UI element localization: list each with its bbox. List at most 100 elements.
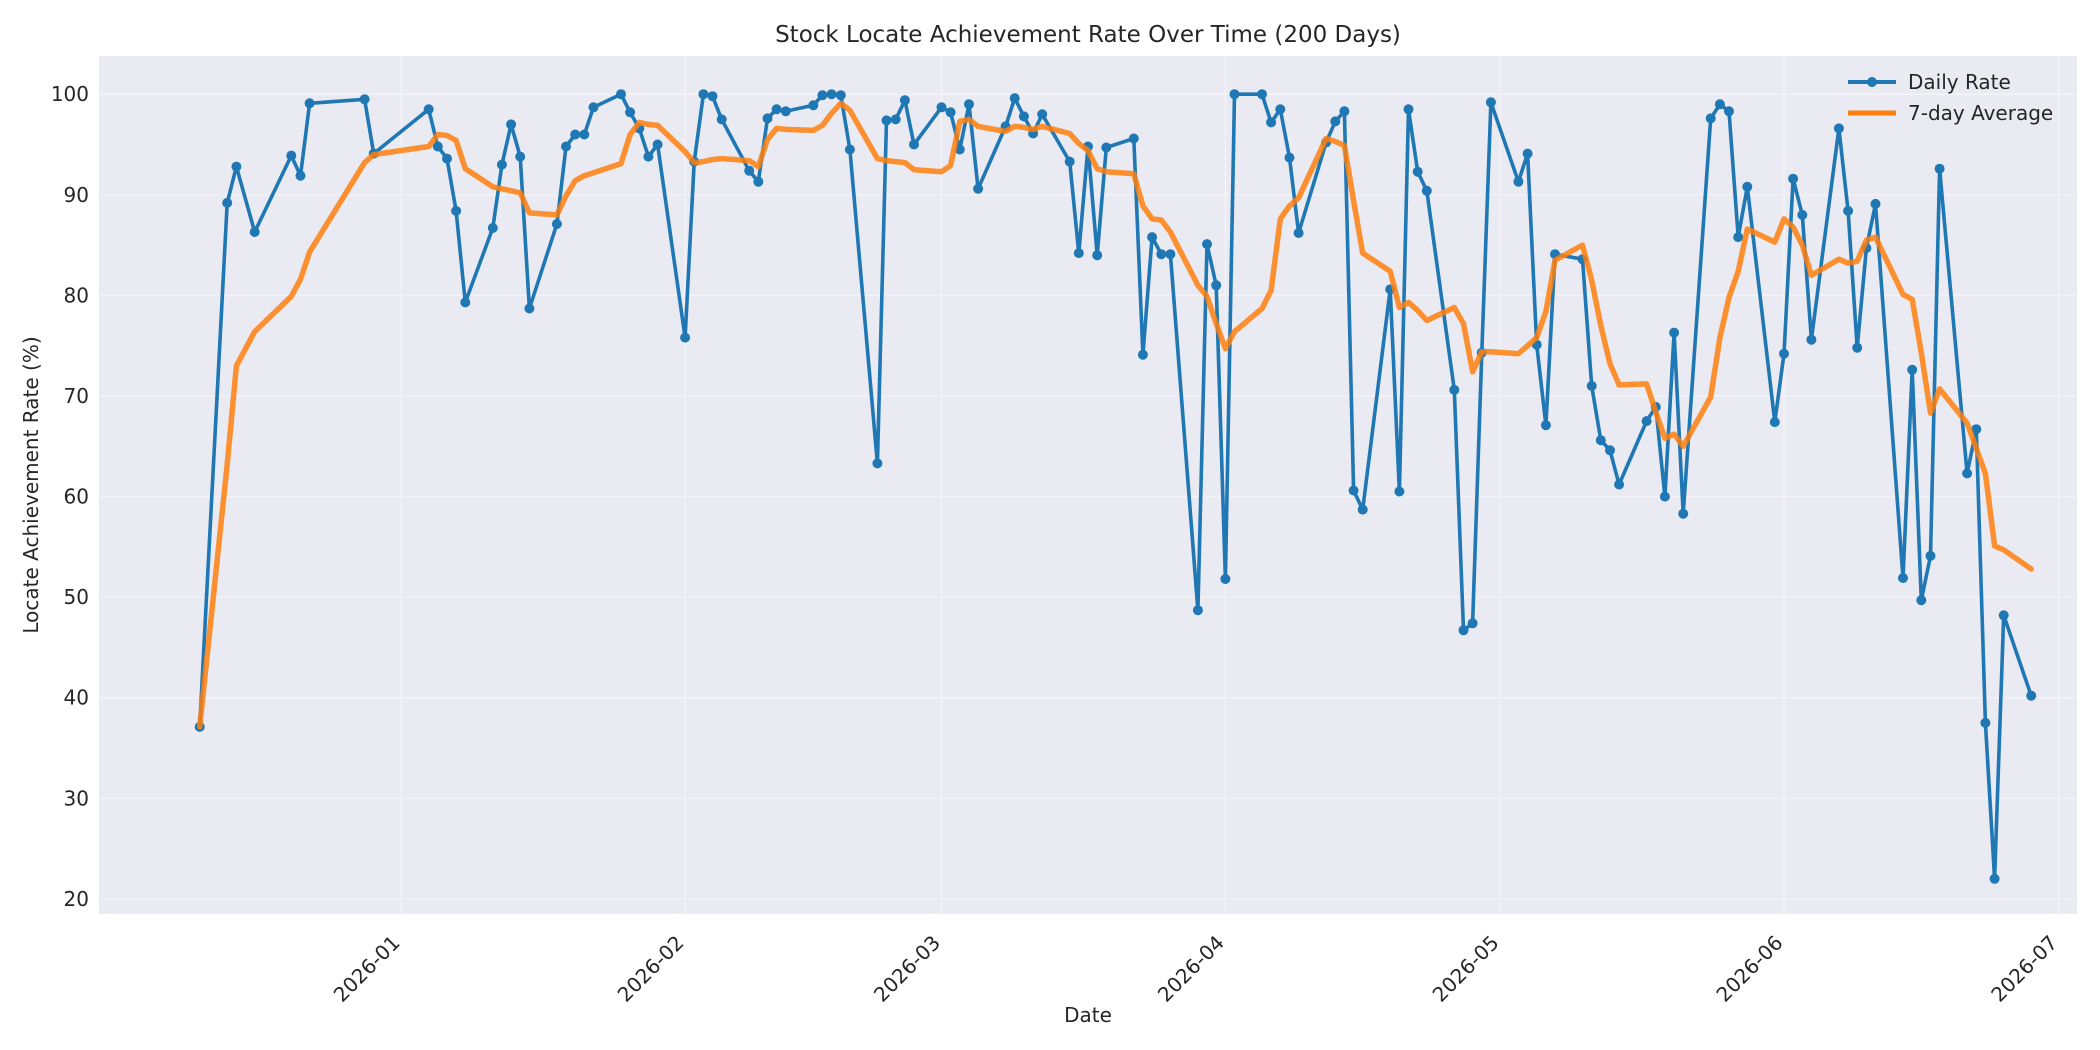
daily-rate-point [1064, 156, 1075, 167]
daily-rate-point [1403, 104, 1414, 115]
y-tick-label: 70 [64, 384, 89, 408]
daily-rate-point [1412, 166, 1423, 177]
daily-rate-point [1934, 163, 1945, 174]
daily-rate-point [1742, 181, 1753, 192]
daily-rate-point [588, 102, 599, 113]
daily-rate-point [1202, 239, 1212, 250]
daily-rate-point [936, 102, 947, 113]
plot-area [99, 56, 2077, 914]
daily-rate-point [1843, 205, 1854, 216]
daily-rate-point [1018, 111, 1029, 122]
daily-rate-point [1266, 117, 1277, 128]
daily-rate-point [899, 95, 910, 106]
daily-rate-point [432, 141, 443, 152]
daily-rate-point [1220, 574, 1231, 584]
daily-rate-point [1788, 173, 1799, 184]
daily-rate-point [771, 104, 782, 115]
y-tick-label: 90 [64, 183, 89, 207]
daily-rate-point [1806, 334, 1817, 345]
daily-rate-point [524, 303, 535, 314]
daily-rate-point [707, 91, 718, 102]
daily-rate-point [1870, 198, 1881, 209]
legend-label-daily-rate: Daily Rate [1908, 70, 2011, 94]
daily-rate-point [808, 100, 819, 111]
daily-rate-point [1284, 152, 1295, 163]
daily-rate-point [964, 99, 974, 110]
daily-rate-point [945, 107, 956, 118]
series-line-7-day-average [196, 100, 2034, 730]
daily-rate-point [643, 151, 654, 162]
daily-rate-point [1998, 610, 2009, 621]
daily-rate-point [716, 114, 727, 125]
daily-rate-point [1467, 618, 1478, 629]
daily-rate-point [561, 141, 571, 152]
y-tick-label: 50 [64, 585, 89, 609]
daily-rate-point [1137, 349, 1148, 360]
daily-rate-point [1678, 508, 1689, 519]
daily-rate-point [881, 115, 892, 126]
series-layer [194, 89, 2037, 884]
y-tick-label: 20 [64, 887, 89, 911]
daily-rate-point [442, 153, 452, 164]
daily-rate-point [1724, 106, 1734, 117]
x-axis-label: Date [1064, 1003, 1112, 1027]
daily-rate-point [1605, 445, 1615, 456]
daily-rate-point [1147, 232, 1158, 243]
daily-rate-point [286, 150, 297, 161]
daily-rate-point [1962, 468, 1973, 479]
y-axis-label: Locate Achievement Rate (%) [19, 336, 43, 633]
daily-rate-point [295, 170, 306, 181]
daily-rate-point [1275, 104, 1286, 115]
daily-rate-point [1540, 420, 1551, 431]
daily-rate-point [359, 94, 370, 105]
daily-rate-point [1833, 123, 1844, 134]
daily-rate-point [1165, 249, 1176, 260]
daily-rate-point [1192, 605, 1203, 616]
daily-rate-point [698, 89, 709, 100]
daily-rate-point [1797, 209, 1808, 220]
daily-rate-point [1229, 89, 1240, 100]
daily-rate-point [1659, 491, 1670, 502]
daily-rate-point [1156, 249, 1167, 260]
daily-rate-point [515, 151, 526, 162]
daily-rate-point [753, 176, 764, 187]
daily-rate-point [1714, 99, 1725, 110]
daily-rate-point [1513, 176, 1524, 187]
daily-rate-point [1009, 93, 1020, 104]
daily-rate-point [1925, 550, 1936, 561]
daily-rate-point [451, 205, 462, 216]
daily-rate-point [1128, 133, 1139, 144]
daily-rate-point [231, 161, 242, 172]
daily-rate-point [1522, 148, 1533, 159]
chart-title: Stock Locate Achievement Rate Over Time … [775, 22, 1401, 48]
daily-rate-point [872, 458, 883, 469]
daily-rate-point [835, 90, 846, 101]
daily-rate-point [1733, 232, 1744, 243]
grid-lines [99, 56, 2077, 914]
daily-rate-point [1614, 479, 1625, 490]
daily-rate-point [744, 165, 755, 176]
daily-rate-point [1586, 380, 1597, 391]
y-tick-label: 80 [64, 283, 89, 307]
daily-rate-point [579, 129, 590, 140]
legend: Daily Rate 7-day Average [1848, 70, 2053, 125]
daily-rate-point [762, 113, 773, 124]
daily-rate-point [506, 119, 517, 130]
y-tick-label: 100 [51, 82, 89, 106]
daily-rate-point [1458, 625, 1469, 636]
daily-rate-point [570, 129, 581, 140]
daily-rate-point [1971, 424, 1982, 435]
legend-item-daily-rate: Daily Rate [1848, 70, 2011, 94]
daily-rate-point [780, 106, 791, 117]
daily-rate-point [1357, 504, 1368, 515]
daily-rate-point [1641, 416, 1652, 427]
daily-rate-point [1101, 142, 1112, 153]
daily-rate-point [954, 144, 965, 155]
daily-rate-point [1898, 573, 1908, 583]
daily-rate-point [1595, 435, 1606, 446]
daily-rate-point [1394, 486, 1405, 497]
daily-rate-point [1989, 873, 2000, 884]
daily-rate-point [1339, 106, 1350, 117]
daily-rate-point [1485, 97, 1496, 108]
daily-rate-point [1852, 342, 1863, 353]
